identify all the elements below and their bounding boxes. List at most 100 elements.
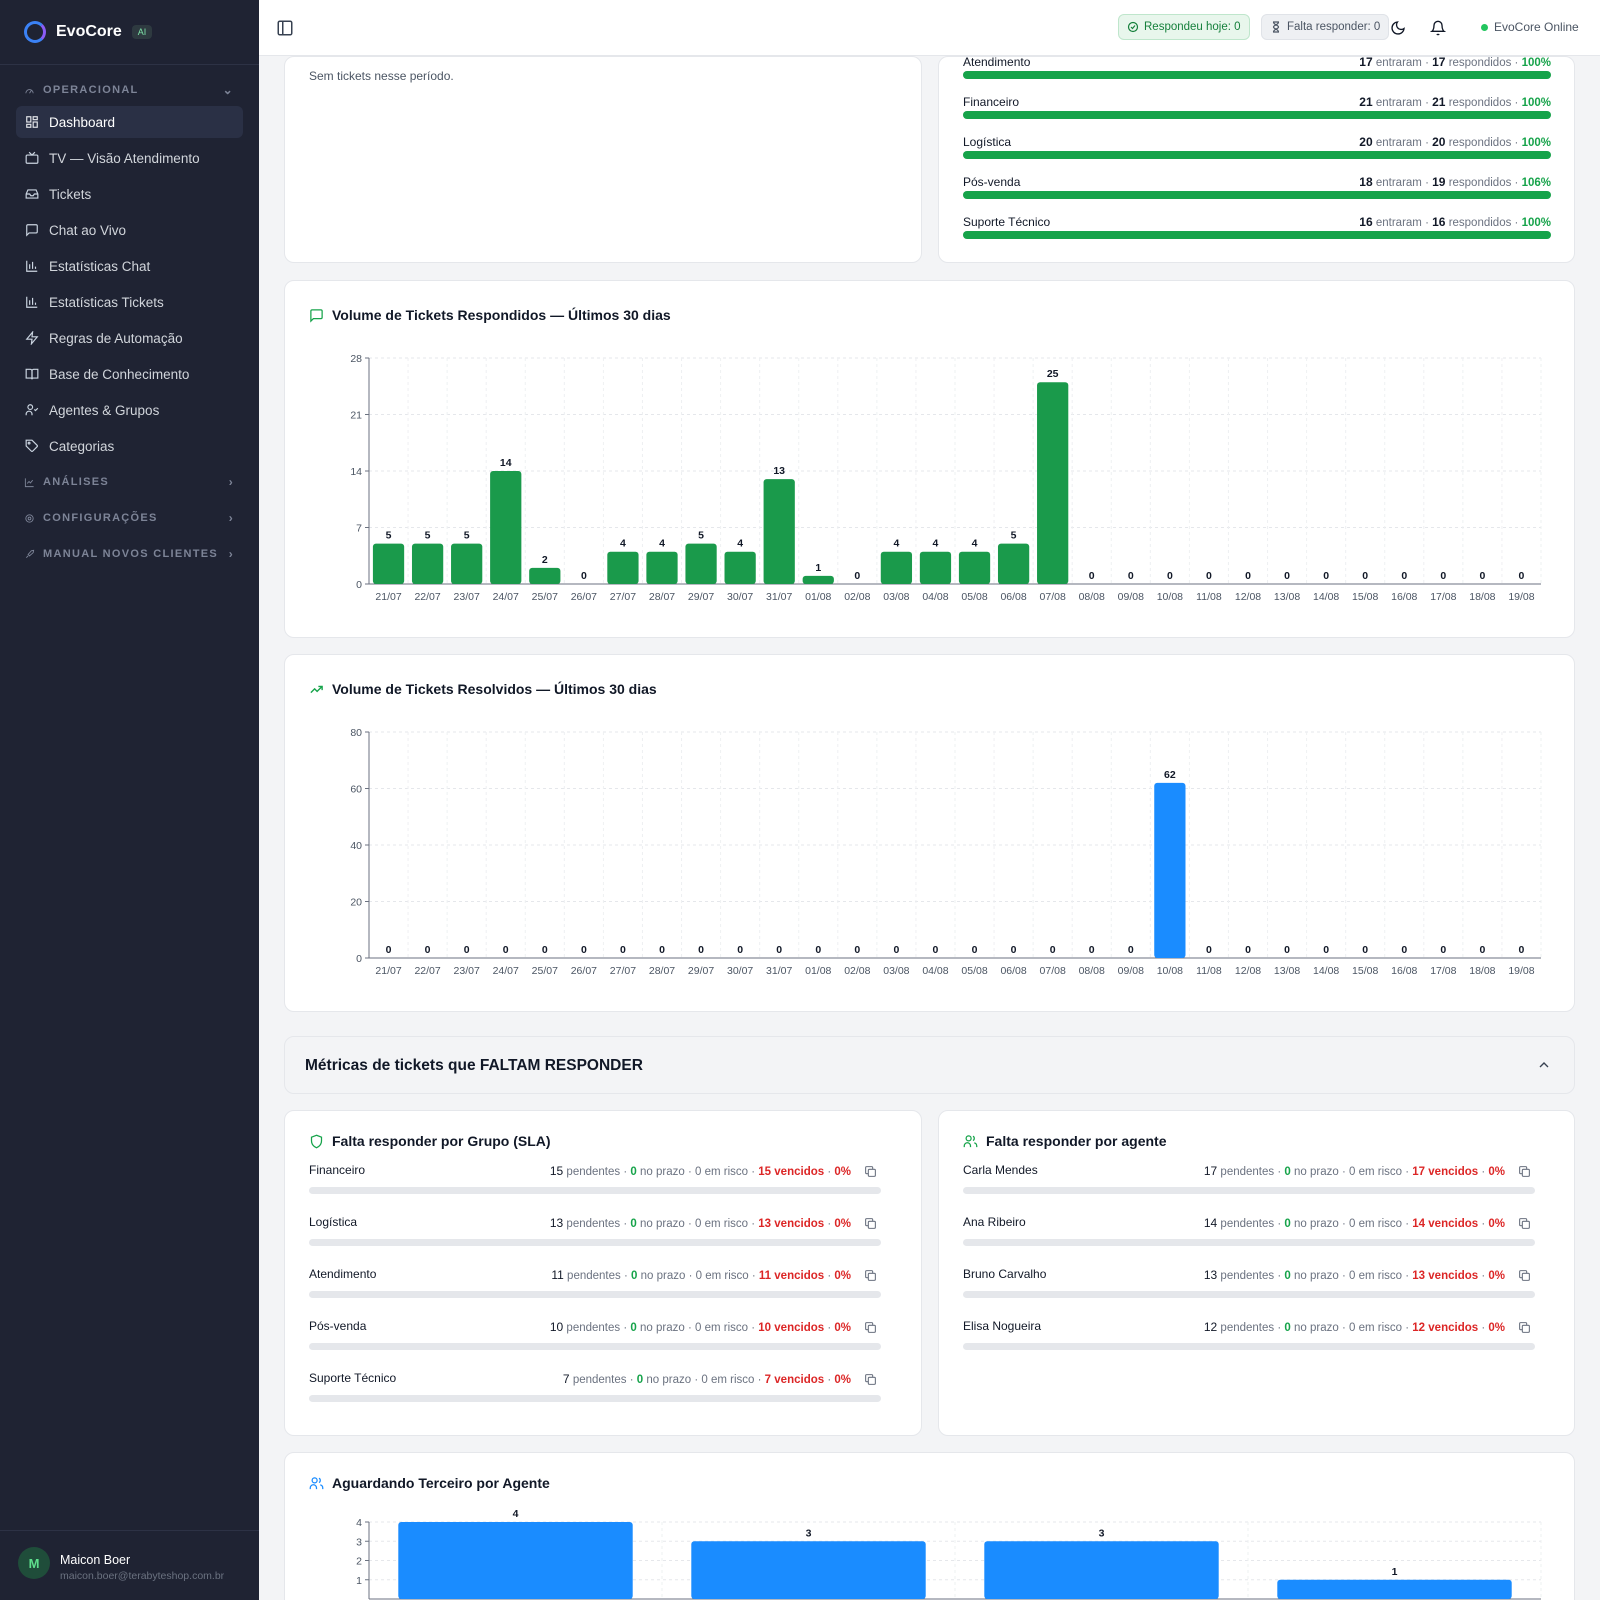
chart-bar[interactable] <box>880 551 913 584</box>
sidebar-item-categorias[interactable]: Categorias <box>16 430 243 462</box>
card-title-label: Falta responder por agente <box>986 1133 1167 1149</box>
chart-bar[interactable] <box>1154 782 1186 958</box>
chart-bar[interactable] <box>958 551 991 584</box>
copy-icon[interactable] <box>864 1165 877 1178</box>
chart-bar[interactable] <box>607 551 639 584</box>
sidebar-item-estatisticas-tickets[interactable]: Estatísticas Tickets <box>16 286 243 318</box>
sidebar-item-tickets[interactable]: Tickets <box>16 178 243 210</box>
chart-bar[interactable] <box>490 471 522 584</box>
chart-bar[interactable] <box>802 575 834 584</box>
bar-value-label: 13 <box>773 465 785 477</box>
copy-icon[interactable] <box>864 1321 877 1334</box>
user-profile[interactable]: M Maicon Boer maicon.boer@terabyteshop.c… <box>0 1530 259 1600</box>
bar-value-label: 0 <box>1011 944 1017 956</box>
copy-icon[interactable] <box>1518 1269 1531 1282</box>
nav-section-configuracoes[interactable]: CONFIGURAÇÕES › <box>24 510 234 526</box>
bar-value-label: 1 <box>1392 1566 1398 1578</box>
nav-section-analises[interactable]: ANÁLISES › <box>24 474 234 490</box>
copy-icon[interactable] <box>1518 1321 1531 1334</box>
answered-today-badge[interactable]: Respondeu hoje: 0 <box>1118 14 1250 40</box>
bar-value-label: 5 <box>386 530 392 542</box>
card-title: Volume de Tickets Resolvidos — Últimos 3… <box>309 681 657 697</box>
y-tick-label: 4 <box>356 1517 362 1529</box>
x-tick-label: 17/08 <box>1430 965 1456 977</box>
pending-row: Suporte Técnico 7 pendentes · 0 no prazo … <box>309 1371 881 1411</box>
bar-value-label: 0 <box>1128 570 1134 582</box>
sidebar-item-label: Chat ao Vivo <box>49 222 127 238</box>
nav-section-manual[interactable]: MANUAL NOVOS CLIENTES › <box>24 546 234 562</box>
overdue-count: 12 <box>1412 1322 1426 1334</box>
sidebar-item-regras[interactable]: Regras de Automação <box>16 322 243 354</box>
gear-icon <box>25 513 34 523</box>
sidebar-toggle-icon[interactable] <box>276 19 294 37</box>
group-answered-count: 21 <box>1432 95 1446 109</box>
chart-bar[interactable] <box>685 543 717 584</box>
chart-bar[interactable] <box>984 1541 1219 1599</box>
sidebar-divider <box>0 64 259 65</box>
sidebar-item-dashboard[interactable]: Dashboard <box>16 106 243 138</box>
chart-bar[interactable] <box>398 1522 633 1599</box>
dashboard-icon <box>26 116 38 128</box>
y-tick-label: 2 <box>356 1556 362 1568</box>
notifications-button[interactable] <box>1427 17 1449 39</box>
pending-name: Carla Mendes <box>963 1163 1038 1177</box>
bar-value-label: 4 <box>893 538 899 550</box>
brand[interactable]: EvoCore AI <box>24 18 153 46</box>
pending-metrics-section-header[interactable]: Métricas de tickets que FALTAM RESPONDER <box>284 1036 1575 1094</box>
group-stats: 17 entraram · 17 respondidos · 100% <box>1359 55 1551 69</box>
pending-row: Carla Mendes 17 pendentes · 0 no prazo · … <box>963 1163 1535 1203</box>
progress-track <box>963 111 1551 119</box>
chart-bar[interactable] <box>1277 1579 1512 1599</box>
chart-bar[interactable] <box>724 551 756 584</box>
pending-stats: 13 pendentes · 0 no prazo · 0 em risco ·… <box>549 1216 851 1230</box>
pending-badge[interactable]: Falta responder: 0 <box>1261 14 1390 40</box>
chart-bar[interactable] <box>691 1541 926 1599</box>
chart-bar[interactable] <box>451 543 483 584</box>
chart-bar[interactable] <box>372 543 405 584</box>
chart-bar[interactable] <box>529 567 561 584</box>
ai-badge: AI <box>131 25 153 39</box>
x-tick-label: 15/08 <box>1352 591 1378 603</box>
pending-name: Bruno Carvalho <box>963 1267 1047 1281</box>
bar-value-label: 0 <box>1206 944 1212 956</box>
chart-bar[interactable] <box>411 543 444 584</box>
sidebar-item-chat[interactable]: Chat ao Vivo <box>16 214 243 246</box>
copy-icon[interactable] <box>864 1373 877 1386</box>
sidebar-item-base-conhecimento[interactable]: Base de Conhecimento <box>16 358 243 390</box>
overdue-count: 13 <box>1412 1270 1426 1282</box>
chart-bar[interactable] <box>1037 382 1069 584</box>
chart-bar[interactable] <box>919 551 952 584</box>
sidebar-item-tv[interactable]: TV — Visão Atendimento <box>16 142 243 174</box>
bar-chart-icon <box>26 296 38 308</box>
copy-icon[interactable] <box>1518 1165 1531 1178</box>
x-tick-label: 12/08 <box>1235 591 1261 603</box>
sidebar-item-estatisticas-chat[interactable]: Estatísticas Chat <box>16 250 243 282</box>
x-tick-label: 27/07 <box>610 965 636 977</box>
bar-chart-icon <box>26 260 38 272</box>
group-pct: 100% <box>1521 97 1551 109</box>
sidebar-item-agentes[interactable]: Agentes & Grupos <box>16 394 243 426</box>
on-time-count: 0 <box>1284 1322 1291 1334</box>
theme-toggle-button[interactable] <box>1387 17 1409 39</box>
bar-value-label: 0 <box>1206 570 1212 582</box>
avatar: M <box>18 1547 50 1579</box>
pending-row: Logística 13 pendentes · 0 no prazo · 0 e… <box>309 1215 881 1255</box>
overdue-label: vencidos <box>774 1270 825 1282</box>
chart-bar[interactable] <box>763 479 795 584</box>
chart-bar[interactable] <box>997 543 1030 584</box>
bar-value-label: 5 <box>464 530 470 542</box>
copy-icon[interactable] <box>864 1269 877 1282</box>
on-time-count: 0 <box>630 1322 637 1334</box>
chart-bar[interactable] <box>646 551 678 584</box>
bar-value-label: 5 <box>698 530 704 542</box>
pending-row: Bruno Carvalho 13 pendentes · 0 no prazo … <box>963 1267 1535 1307</box>
copy-icon[interactable] <box>1518 1217 1531 1230</box>
moon-icon <box>1391 21 1405 35</box>
chart-title: Volume de Tickets Resolvidos — Últimos 3… <box>332 681 657 697</box>
nav-section-operacional[interactable]: OPERACIONAL ⌄ <box>24 82 234 98</box>
pending-count: 13 <box>549 1216 564 1230</box>
copy-icon[interactable] <box>864 1217 877 1230</box>
x-tick-label: 25/07 <box>532 591 558 603</box>
x-tick-label: 19/08 <box>1508 591 1534 603</box>
pending-name: Pós-venda <box>309 1319 367 1333</box>
